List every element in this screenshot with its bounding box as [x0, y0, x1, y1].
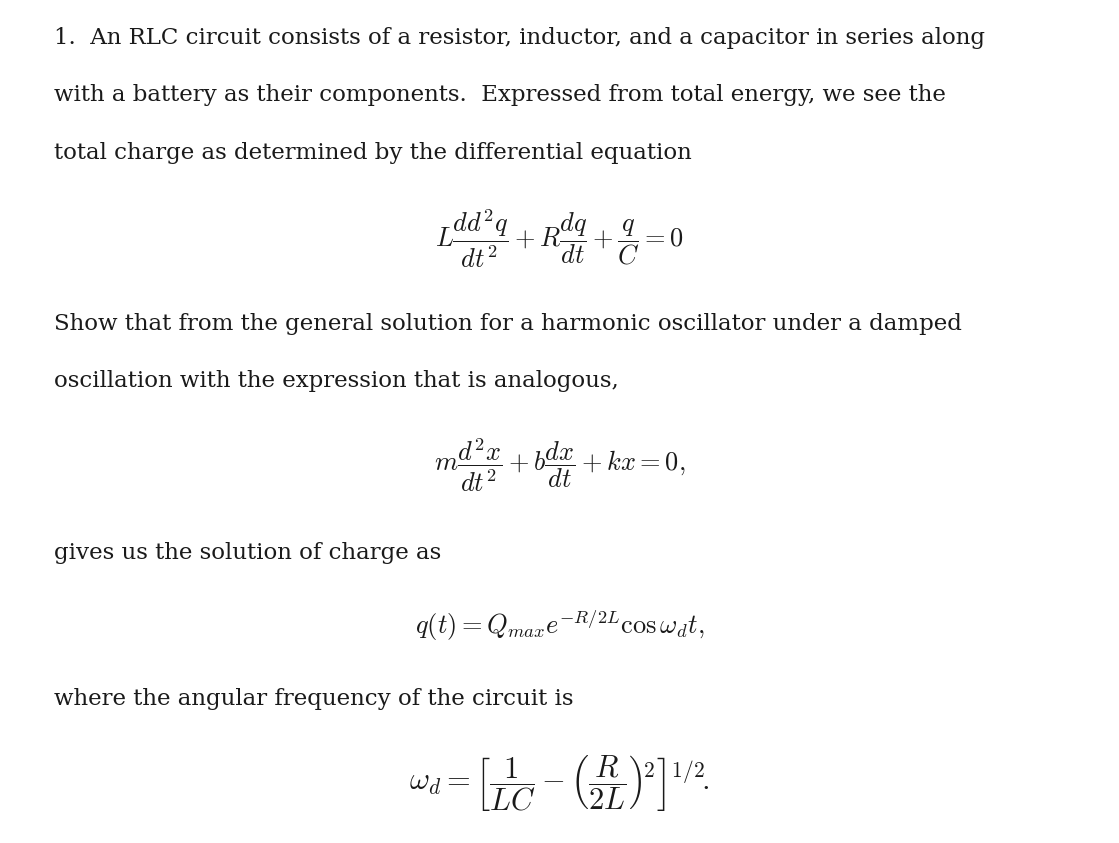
Text: where the angular frequency of the circuit is: where the angular frequency of the circu…: [54, 688, 573, 710]
Text: $q(t) = Q_{max}e^{-R/2L}\cos\omega_d t,$: $q(t) = Q_{max}e^{-R/2L}\cos\omega_d t,$: [415, 608, 704, 642]
Text: $L\dfrac{dd^2q}{dt^2} + R\dfrac{dq}{dt} + \dfrac{q}{C} = 0$: $L\dfrac{dd^2q}{dt^2} + R\dfrac{dq}{dt} …: [435, 207, 684, 271]
Text: gives us the solution of charge as: gives us the solution of charge as: [54, 541, 441, 563]
Text: oscillation with the expression that is analogous,: oscillation with the expression that is …: [54, 370, 619, 392]
Text: $\omega_d = \left[\dfrac{1}{LC} - \left(\dfrac{R}{2L}\right)^{\!2}\right]^{1/2}\: $\omega_d = \left[\dfrac{1}{LC} - \left(…: [410, 754, 709, 814]
Text: $m\dfrac{d^2x}{dt^2} + b\dfrac{dx}{dt} + kx = 0,$: $m\dfrac{d^2x}{dt^2} + b\dfrac{dx}{dt} +…: [434, 436, 685, 494]
Text: 1.  An RLC circuit consists of a resistor, inductor, and a capacitor in series a: 1. An RLC circuit consists of a resistor…: [54, 27, 985, 49]
Text: with a battery as their components.  Expressed from total energy, we see the: with a battery as their components. Expr…: [54, 84, 946, 106]
Text: Show that from the general solution for a harmonic oscillator under a damped: Show that from the general solution for …: [54, 313, 961, 335]
Text: total charge as determined by the differential equation: total charge as determined by the differ…: [54, 142, 692, 164]
